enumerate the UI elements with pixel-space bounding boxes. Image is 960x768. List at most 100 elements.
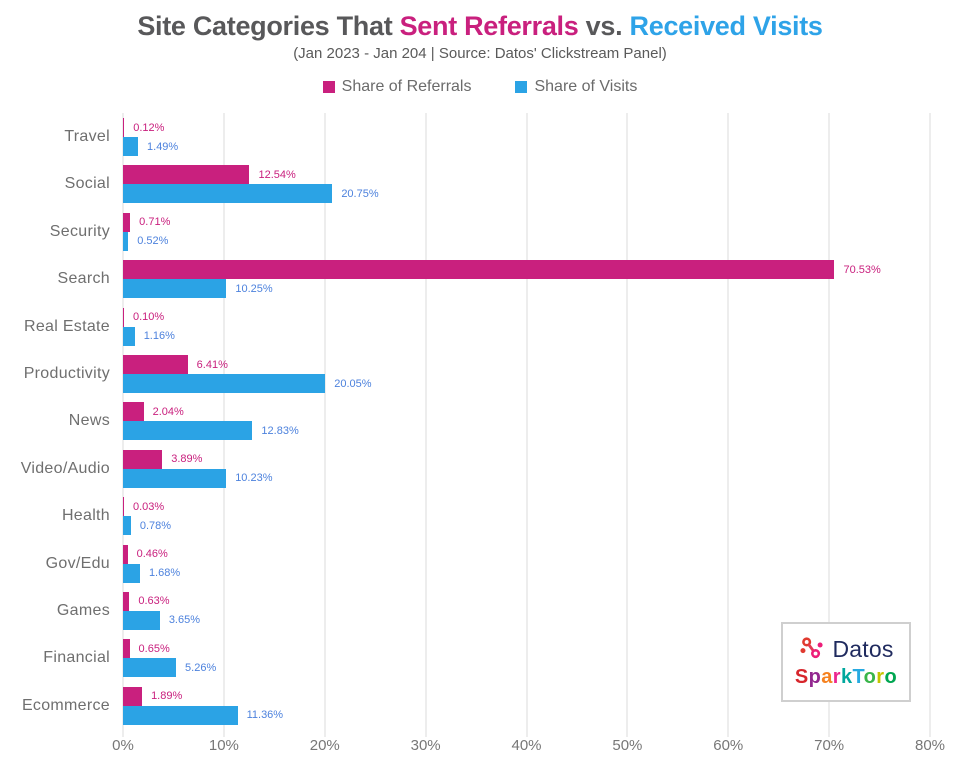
referrals-bar [123,260,835,280]
chart-row: Travel 0.12% 1.49% [64,113,930,160]
gridline [526,113,527,738]
visits-bar [123,468,227,488]
value-label: 0.71% [139,216,171,229]
chart-row: Social 12.54% 20.75% [65,161,930,208]
barline: 0.03% [123,497,930,517]
legend-swatch [322,80,335,93]
barline: 3.65% [123,610,930,630]
referrals-bar [123,686,143,706]
referrals-bar [123,212,131,232]
datos-logo: Datos [798,636,893,663]
datos-logo-icon [800,637,824,659]
x-axis: 0% 10% 20% 30% 40% 50% 60% 70% 80% [112,737,945,761]
sparktoro-letter: p [808,665,822,688]
sparktoro-letter: r [832,665,841,688]
barline: 0.71% [123,212,930,232]
barline: 0.52% [123,231,930,251]
chart-subtitle: (Jan 2023 - Jan 204 | Source: Datos' Cli… [293,45,667,63]
chart-row: Video/Audio 3.89% 10.23% [21,445,930,492]
value-label: 0.46% [136,548,168,561]
chart-rows: Travel 0.12% 1.49% Social 12.54% 20.75% Securi… [21,113,930,729]
barline: 6.41% [123,355,930,375]
legend: Share of Referrals Share of Visits [0,77,960,96]
visits-bar [123,279,227,299]
x-axis-tick-label: 80% [914,737,946,755]
x-axis-tick-label: 50% [612,737,643,755]
referrals-bar [123,497,124,517]
gridline [626,113,628,738]
chart-row: News 2.04% 12.83% [69,398,930,445]
category-label: Productivity [23,365,110,383]
sparktoro-letter: S [794,665,809,688]
referrals-bar [123,307,124,327]
title-part1: Site Categories That [137,11,400,41]
value-label: 12.83% [261,424,299,437]
referrals-bar [123,591,130,611]
visits-bar [123,137,139,157]
gridline [929,113,931,738]
barline: 11.36% [123,705,930,725]
category-label: Financial [43,649,110,667]
value-label: 3.65% [168,614,201,627]
barline: 12.54% [123,165,930,185]
barline: 0.10% [123,307,930,327]
chart-row: Health 0.03% 0.78% [62,493,930,540]
value-label: 11.36% [246,709,284,722]
barline: 0.46% [123,544,930,564]
referrals-bar [123,544,128,564]
barline: 1.49% [123,137,930,157]
chart-title: Site Categories That Sent Referrals vs. … [0,10,960,42]
title-received-visits: Received Visits [629,11,823,41]
x-axis-tick-label: 70% [814,737,845,755]
category-label: Gov/Edu [45,554,110,572]
barline: 1.16% [123,326,930,346]
value-label: 1.68% [148,567,181,580]
category-label: Video/Audio [20,459,110,477]
barline: 70.53% [123,260,930,280]
barline: 0.78% [123,516,930,536]
title-sent-referrals: Sent Referrals [399,11,579,41]
category-label: Games [56,601,110,619]
value-label: 70.53% [843,263,881,276]
category-label: Health [61,507,110,525]
value-label: 0.65% [138,642,170,655]
visits-bar [123,374,326,394]
datos-logo-text: Datos [832,635,894,662]
visits-bar [123,658,177,678]
barline: 12.83% [123,421,930,441]
value-label: 0.78% [139,519,172,532]
barline: 5.26% [123,658,930,678]
chart-row: Search 70.53% 10.25% [58,256,930,303]
visits-bar [123,184,333,204]
category-label: Ecommerce [21,696,110,714]
legend-label: Share of Referrals [341,77,472,95]
chart-row: Gov/Edu 0.46% 1.68% [46,540,930,587]
logo-box: Datos SparkToro [781,622,911,703]
sparktoro-letter: o [863,665,877,688]
value-label: 0.52% [137,235,169,248]
value-label: 0.10% [133,311,165,324]
referrals-bar [123,118,125,138]
chart-row: Financial 0.65% 5.26% [43,635,930,682]
visits-bar [123,516,131,536]
barline: 20.05% [123,374,930,394]
bar-chart: Travel 0.12% 1.49% Social 12.54% 20.75% Securi… [21,113,931,738]
visits-bar [123,705,238,725]
value-label: 20.05% [334,377,372,390]
legend-item-referrals: Share of Referrals [322,77,472,96]
chart-row: Real Estate 0.10% 1.16% [24,303,930,350]
sparktoro-letter: T [852,665,864,688]
x-axis-tick-label: 0% [112,737,134,755]
visits-bar [123,326,135,346]
chart-row: Games 0.63% 3.65% [57,587,930,634]
gridline [324,113,326,738]
barline: 3.89% [123,449,930,469]
sparktoro-logo-text: SparkToro [795,666,897,689]
category-label: Security [49,222,110,240]
sparktoro-letter: o [884,665,898,688]
legend-label: Share of Visits [534,77,638,95]
chart-row: Ecommerce 1.89% 11.36% [22,682,930,729]
barline: 2.04% [123,402,930,422]
value-label: 12.54% [258,168,296,181]
